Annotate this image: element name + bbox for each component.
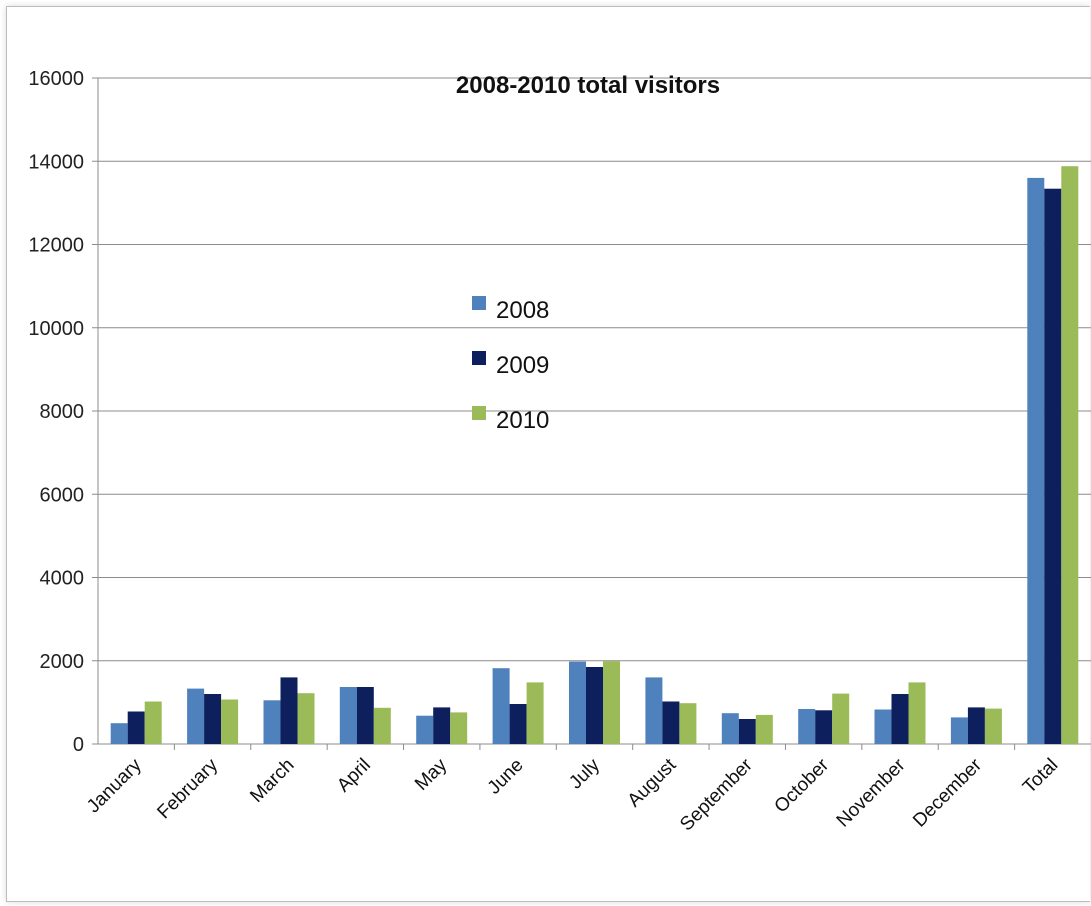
y-tick-label: 2000 xyxy=(40,651,85,673)
x-category-label: October xyxy=(771,754,834,817)
x-category-label: September xyxy=(676,754,757,835)
bar-2009-february xyxy=(204,694,222,744)
x-category-label: November xyxy=(833,754,910,831)
x-category-label: July xyxy=(565,754,604,793)
legend-label: 2008 xyxy=(496,297,549,324)
y-axis-ticks: 0 2000 4000 6000 8000 10000 12000 14000 16000 xyxy=(28,68,84,756)
x-category-label: May xyxy=(411,754,452,795)
bar-2008-april xyxy=(339,687,357,744)
bar-2009-april xyxy=(356,687,374,744)
legend: 2008 2009 2010 xyxy=(472,296,549,434)
x-category-label: April xyxy=(333,755,375,797)
bar-2009-total xyxy=(1044,188,1062,744)
bar-2010-december xyxy=(984,708,1002,744)
gridlines xyxy=(92,77,1091,750)
x-category-label: August xyxy=(624,754,681,811)
bar-2009-september xyxy=(738,719,756,744)
bar-2009-march xyxy=(280,677,298,744)
bar-2010-august xyxy=(679,703,697,744)
x-category-label: June xyxy=(484,755,528,799)
legend-swatch-2009 xyxy=(472,351,486,365)
bar-2008-may xyxy=(416,715,434,744)
legend-label: 2010 xyxy=(496,407,549,434)
x-category-label: January xyxy=(83,754,146,817)
bar-2008-total xyxy=(1027,177,1045,744)
bar-2010-may xyxy=(450,712,468,744)
chart-frame xyxy=(6,6,1090,902)
bar-2010-february xyxy=(221,699,239,744)
y-tick-label: 4000 xyxy=(40,568,85,590)
legend-swatch-2010 xyxy=(472,406,486,420)
x-category-label: Total xyxy=(1019,755,1062,798)
y-tick-label: 6000 xyxy=(40,484,85,506)
bar-2010-january xyxy=(144,701,162,744)
bar-2010-july xyxy=(603,661,620,744)
x-category-label: March xyxy=(246,755,298,807)
bar-2008-june xyxy=(492,668,510,744)
bar-2010-september xyxy=(755,714,773,744)
bar-2008-december xyxy=(950,717,968,744)
x-category-label: February xyxy=(154,754,223,823)
y-tick-label: 16000 xyxy=(28,68,84,90)
bar-2009-december xyxy=(967,707,985,744)
bar-2010-total xyxy=(1061,166,1079,744)
bar-2010-november xyxy=(908,682,926,744)
bar-2009-june xyxy=(509,704,527,744)
bar-2008-september xyxy=(721,713,739,744)
bar-2008-july xyxy=(569,661,586,744)
bar-2010-october xyxy=(832,693,850,744)
x-axis-categories: January February March April May June July Augu… xyxy=(83,754,1062,835)
bar-2010-april xyxy=(373,707,391,744)
bar-2009-august xyxy=(662,701,680,744)
bar-2009-july xyxy=(586,667,603,744)
bar-2010-march xyxy=(297,693,315,744)
bars xyxy=(110,166,1079,744)
bar-2009-october xyxy=(815,710,833,744)
bar-2009-november xyxy=(891,694,909,744)
bar-2009-may xyxy=(433,707,451,744)
chart-title: 2008-2010 total visitors xyxy=(456,72,720,99)
bar-2008-august xyxy=(645,677,663,744)
bar-2008-january xyxy=(110,723,128,744)
legend-swatch-2008 xyxy=(472,296,486,310)
bar-2010-june xyxy=(526,682,544,744)
bar-2009-january xyxy=(127,711,145,744)
y-tick-label: 0 xyxy=(73,734,84,756)
x-category-label: December xyxy=(909,754,986,831)
legend-label: 2009 xyxy=(496,352,549,379)
bar-2008-november xyxy=(874,709,892,744)
bar-2008-february xyxy=(187,688,205,744)
y-tick-label: 10000 xyxy=(28,318,84,340)
y-tick-label: 8000 xyxy=(40,401,85,423)
bar-2008-march xyxy=(263,700,281,744)
y-tick-label: 14000 xyxy=(28,151,84,173)
y-tick-label: 12000 xyxy=(28,235,84,257)
bar-2008-october xyxy=(798,709,816,744)
